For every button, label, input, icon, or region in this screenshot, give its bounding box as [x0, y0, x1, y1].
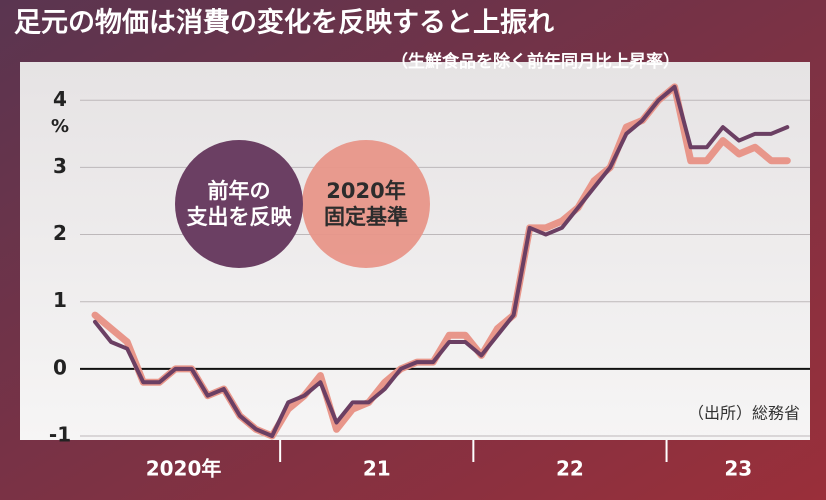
- y-tick-label: 2: [53, 221, 67, 245]
- chart-subtitle: （生鮮食品を除く前年同月比上昇率）: [391, 51, 680, 72]
- legend-entry: 前年の 支出を反映: [175, 140, 303, 268]
- legend-entry: 2020年 固定基準: [302, 140, 430, 268]
- source-note: （出所）総務省: [688, 404, 800, 423]
- chart-title: 足元の物価は消費の変化を反映すると上振れ: [14, 7, 554, 39]
- y-tick-label: 0: [53, 355, 67, 379]
- x-tick-label: 2020年: [146, 457, 222, 481]
- x-tick-label: 21: [363, 457, 391, 481]
- y-unit: %: [51, 116, 69, 137]
- x-tick-label: 22: [556, 457, 584, 481]
- y-tick-label: 4: [53, 87, 67, 111]
- y-tick-label: -1: [49, 422, 71, 446]
- x-tick-label: 23: [724, 457, 752, 481]
- y-tick-label: 3: [53, 154, 67, 178]
- series-line: [93, 84, 790, 438]
- y-tick-label: 1: [53, 288, 67, 312]
- plot-panel: [20, 62, 810, 440]
